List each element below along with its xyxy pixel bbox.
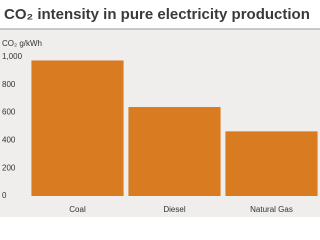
title-band <box>0 0 320 29</box>
y-axis-label: CO₂ g/kWh <box>2 39 42 48</box>
bar <box>31 60 124 196</box>
bar <box>128 107 221 196</box>
x-tick-label: Diesel <box>163 205 185 214</box>
y-tick-label: 1,000 <box>2 52 23 61</box>
chart: CO₂ intensity in pure electricity produc… <box>0 0 320 217</box>
bar <box>225 131 318 196</box>
y-tick-label: 600 <box>2 108 16 117</box>
y-tick-label: 0 <box>2 191 7 200</box>
y-tick-label: 800 <box>2 80 16 89</box>
y-tick-label: 200 <box>2 163 16 172</box>
x-tick-label: Coal <box>69 205 86 214</box>
x-tick-label: Natural Gas <box>250 205 293 214</box>
chart-title: CO₂ intensity in pure electricity produc… <box>4 6 310 23</box>
y-tick-label: 400 <box>2 136 16 145</box>
